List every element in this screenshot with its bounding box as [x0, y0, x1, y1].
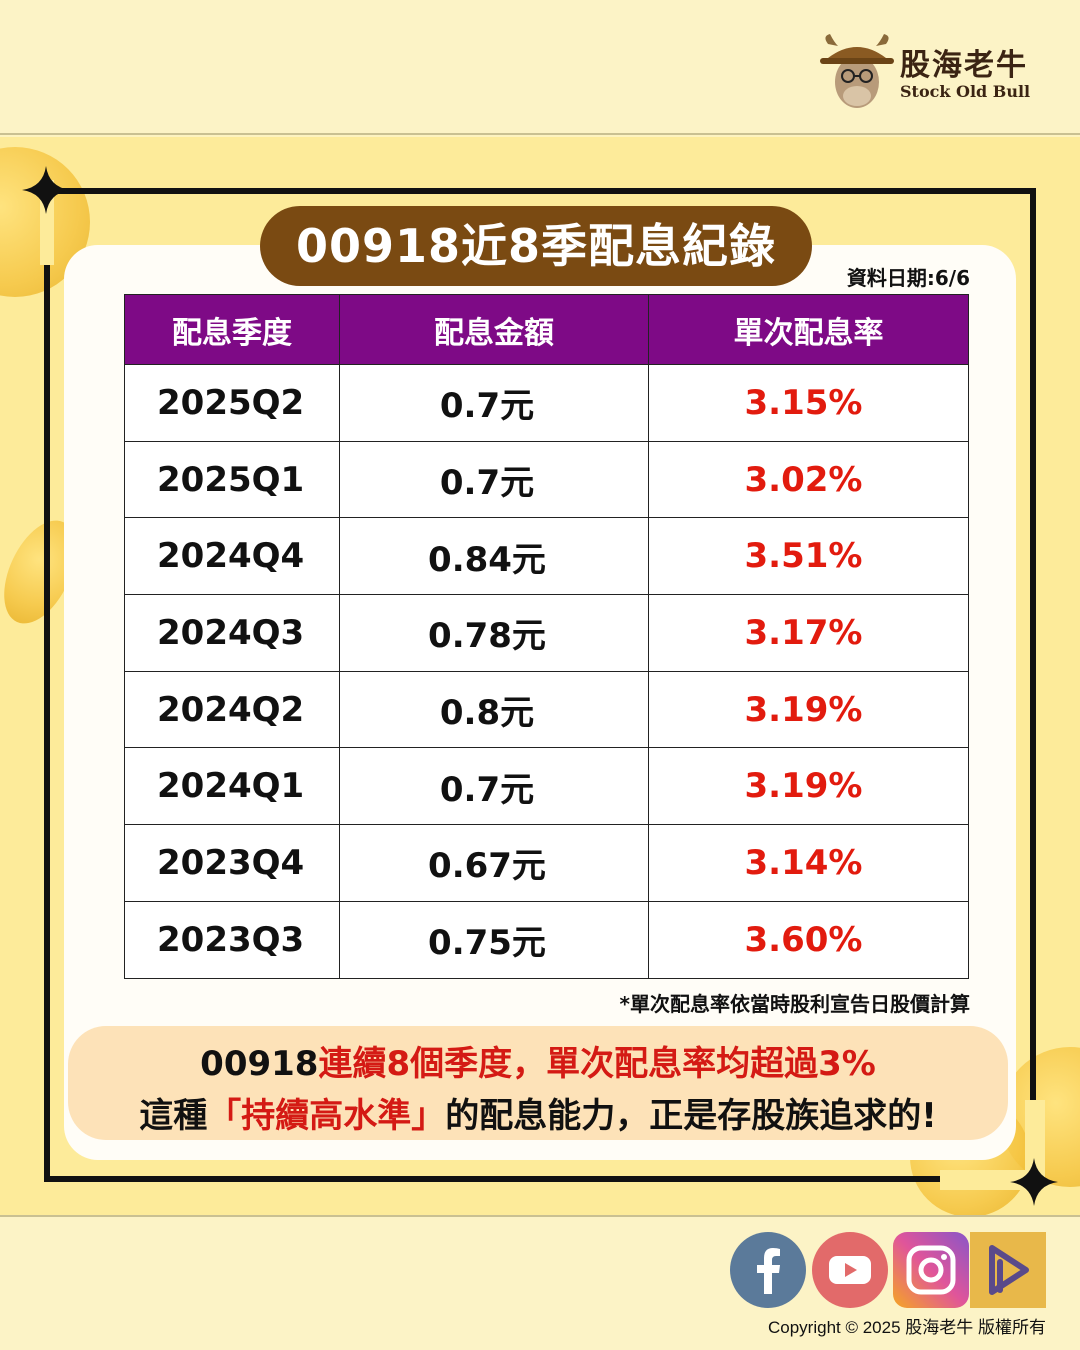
summary-highlight: 「持續高水準」: [207, 1096, 446, 1136]
quarter-cell: 2024Q4: [124, 517, 340, 596]
table-row: 2023Q3 0.75元 3.60%: [124, 900, 969, 979]
dividend-table: 配息季度 配息金額 單次配息率 2025Q2 0.7元 3.15% 2025Q1…: [124, 294, 969, 979]
summary-line-2: 這種「持續高水準」的配息能力，正是存股族追求的!: [68, 1088, 1008, 1137]
table-row: 2024Q2 0.8元 3.19%: [124, 670, 969, 749]
column-header-quarter: 配息季度: [124, 294, 340, 365]
instagram-icon[interactable]: [893, 1232, 969, 1308]
amount-cell: 0.78元: [339, 594, 649, 672]
summary-fund-code: 00918: [200, 1044, 319, 1084]
table-row: 2024Q4 0.84元 3.51%: [124, 517, 969, 596]
summary-text: 這種: [139, 1096, 208, 1136]
youtube-icon[interactable]: [812, 1232, 888, 1308]
sparkle-icon: [22, 166, 70, 214]
rate-cell: 3.15%: [648, 364, 969, 442]
logo-name: 股海老牛: [900, 48, 1028, 83]
summary-text: 的配息能力，正是存股族追求的!: [445, 1096, 937, 1136]
facebook-icon[interactable]: [730, 1232, 806, 1308]
column-header-rate: 單次配息率: [648, 294, 969, 365]
amount-cell: 0.75元: [339, 900, 649, 979]
quarter-cell: 2025Q1: [124, 440, 340, 519]
page-title: 00918近8季配息紀錄: [260, 206, 812, 286]
summary-highlight: 連續8個季度，單次配息率均超過3%: [318, 1044, 876, 1084]
table-row: 2024Q3 0.78元 3.17%: [124, 594, 969, 672]
column-header-amount: 配息金額: [339, 294, 649, 365]
quarter-cell: 2023Q4: [124, 824, 340, 902]
summary-line-1: 00918連續8個季度，單次配息率均超過3%: [68, 1036, 1008, 1085]
copyright-text: Copyright © 2025 股海老牛 版權所有: [768, 1318, 1046, 1337]
frame-gap: [1025, 1100, 1045, 1190]
black-frame: [44, 188, 1036, 1182]
amount-cell: 0.8元: [339, 670, 649, 749]
quarter-cell: 2024Q3: [124, 594, 340, 672]
bull-mascot-icon: [820, 34, 894, 108]
rate-cell: 3.19%: [648, 670, 969, 749]
footnote: *單次配息率依當時股利宣告日股價計算: [619, 992, 970, 1016]
quarter-cell: 2024Q2: [124, 670, 340, 749]
amount-cell: 0.7元: [339, 747, 649, 826]
quarter-cell: 2025Q2: [124, 364, 340, 442]
table-header-row: 配息季度 配息金額 單次配息率: [124, 294, 969, 365]
summary-box: 00918連續8個季度，單次配息率均超過3% 這種「持續高水準」的配息能力，正是…: [68, 1026, 1008, 1140]
rate-cell: 3.60%: [648, 900, 969, 979]
amount-cell: 0.84元: [339, 517, 649, 596]
rate-cell: 3.02%: [648, 440, 969, 519]
quarter-cell: 2024Q1: [124, 747, 340, 826]
amount-cell: 0.7元: [339, 364, 649, 442]
data-date: 資料日期:6/6: [846, 266, 970, 290]
rate-cell: 3.51%: [648, 517, 969, 596]
frame-gap: [940, 1170, 1040, 1190]
podcast-icon[interactable]: [970, 1232, 1046, 1308]
table-row: 2024Q1 0.7元 3.19%: [124, 747, 969, 826]
rate-cell: 3.14%: [648, 824, 969, 902]
table-row: 2023Q4 0.67元 3.14%: [124, 824, 969, 902]
top-bar: [0, 0, 1080, 135]
sparkle-icon: [1010, 1158, 1058, 1206]
rate-cell: 3.19%: [648, 747, 969, 826]
amount-cell: 0.67元: [339, 824, 649, 902]
brand-logo[interactable]: 股海老牛 Stock Old Bull: [820, 32, 1060, 112]
logo-subtitle: Stock Old Bull: [900, 82, 1031, 101]
table-row: 2025Q1 0.7元 3.02%: [124, 440, 969, 519]
rate-cell: 3.17%: [648, 594, 969, 672]
table-row: 2025Q2 0.7元 3.15%: [124, 364, 969, 442]
quarter-cell: 2023Q3: [124, 900, 340, 979]
amount-cell: 0.7元: [339, 440, 649, 519]
